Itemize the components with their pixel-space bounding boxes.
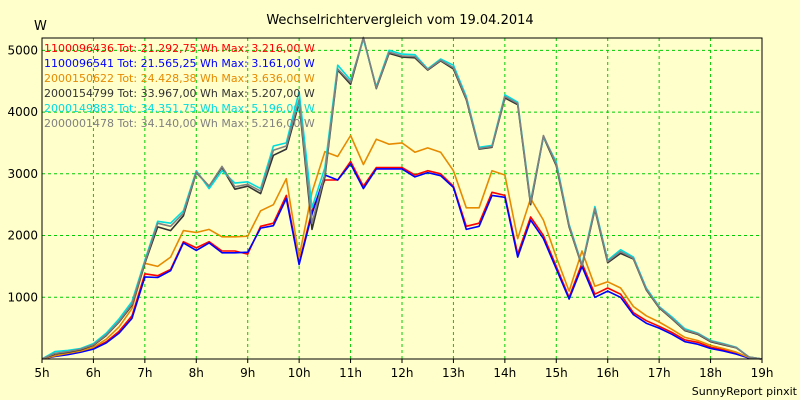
x-tick-label: 5h [34, 366, 49, 380]
plot-frame [41, 37, 763, 360]
x-tick-label: 7h [137, 366, 152, 380]
y-axis-ticks: 1000 2000 3000 4000 5000 [7, 43, 38, 304]
x-tick-label: 14h [493, 366, 516, 380]
x-tick-label: 11h [339, 366, 362, 380]
legend-entry: 2000001478 Tot: 34.140,00 Wh Max: 5.216,… [44, 117, 315, 130]
series-line-2 [41, 163, 763, 360]
y-tick-label: 3000 [7, 167, 38, 181]
x-tick-label: 12h [391, 366, 414, 380]
y-axis-unit: W [34, 19, 47, 34]
x-tick-label: 6h [86, 366, 101, 380]
series-line-6 [41, 36, 763, 360]
legend: 1100096436 Tot: 21.292,75 Wh Max: 3.216,… [44, 42, 315, 130]
x-tick-label: 10h [288, 366, 311, 380]
y-tick-label: 2000 [7, 229, 38, 243]
legend-entry: 2000154799 Tot: 33.967,00 Wh Max: 5.207,… [44, 87, 315, 100]
x-tick-label: 18h [699, 366, 722, 380]
grid [42, 38, 762, 359]
x-tick-label: 17h [648, 366, 671, 380]
x-tick-label: 15h [545, 366, 568, 380]
x-tick-label: 16h [596, 366, 619, 380]
series-line-1 [41, 160, 763, 360]
x-tick-label: 8h [189, 366, 204, 380]
x-axis-ticks: 5h 6h 7h 8h 9h 10h 11h 12h 13h 14h 15h 16h 17h 18h 19h [34, 359, 773, 380]
y-tick-label: 1000 [7, 290, 38, 304]
x-tick-label: 13h [442, 366, 465, 380]
series-lines [41, 36, 763, 360]
chart-title: Wechselrichtervergleich vom 19.04.2014 [266, 13, 533, 28]
legend-entry: 2000150622 Tot: 24.428,38 Wh Max: 3.636,… [44, 72, 315, 85]
y-tick-label: 5000 [7, 43, 38, 57]
x-tick-label: 19h [751, 366, 774, 380]
legend-entry: 2000149883 Tot: 34.351,75 Wh Max: 5.196,… [44, 102, 315, 115]
footer-credit: SunnyReport pinxit [692, 385, 798, 398]
series-line-3 [41, 134, 763, 360]
legend-entry: 1100096436 Tot: 21.292,75 Wh Max: 3.216,… [44, 42, 315, 55]
y-tick-label: 4000 [7, 105, 38, 119]
legend-entry: 1100096541 Tot: 21.565,25 Wh Max: 3.161,… [44, 57, 315, 70]
x-tick-label: 9h [240, 366, 255, 380]
